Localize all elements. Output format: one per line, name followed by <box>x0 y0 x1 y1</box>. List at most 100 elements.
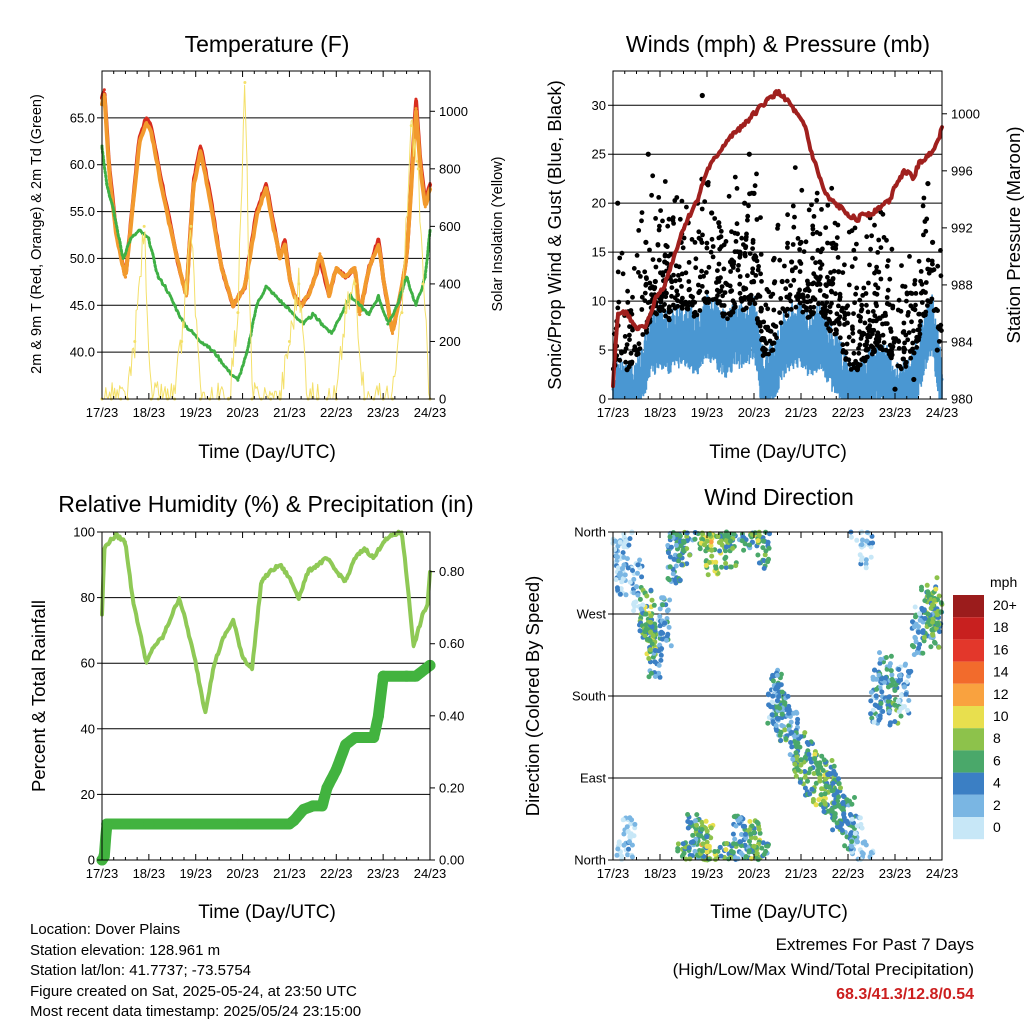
direction-point <box>677 533 683 539</box>
data-point <box>758 308 764 314</box>
data-point <box>107 167 111 171</box>
gust-point <box>917 323 923 329</box>
direction-point <box>842 843 848 849</box>
y2-tick-label: 0.80 <box>439 564 464 579</box>
gust-point <box>876 237 882 243</box>
direction-point <box>857 815 863 821</box>
direction-point <box>743 854 749 860</box>
gust-point <box>712 296 718 302</box>
gust-point <box>804 307 809 313</box>
y2-tick-label: 0 <box>439 392 446 407</box>
direction-point <box>631 608 637 614</box>
gust-point <box>938 273 944 279</box>
direction-point <box>840 800 846 805</box>
direction-point <box>785 693 791 699</box>
panel-temperature: Temperature (F) 2m & 9m T (Red, Orange) … <box>29 31 506 463</box>
gust-point <box>677 277 683 283</box>
gust-point <box>789 268 795 274</box>
direction-point <box>666 624 672 630</box>
gust-point <box>803 239 809 245</box>
data-point <box>649 338 653 342</box>
data-point <box>827 197 831 201</box>
gust-point <box>857 318 863 324</box>
data-point <box>630 387 634 391</box>
gust-point <box>715 293 720 298</box>
direction-point <box>868 698 874 704</box>
temperature-ylabel-left: 2m & 9m T (Red, Orange) & 2m Td (Green) <box>29 94 45 374</box>
direction-point <box>931 597 937 603</box>
gust-point <box>833 327 839 332</box>
data-point <box>170 612 174 616</box>
direction-point <box>768 704 774 710</box>
direction-point <box>680 841 686 847</box>
data-point <box>779 711 785 717</box>
direction-point <box>685 812 691 817</box>
direction-point <box>765 843 771 849</box>
data-point <box>846 387 850 391</box>
data-point <box>273 294 277 298</box>
gust-point <box>703 270 709 275</box>
gust-point <box>644 328 649 334</box>
gust-point <box>903 364 909 369</box>
series-gust <box>610 92 944 392</box>
direction-point <box>919 587 924 593</box>
data-point <box>789 259 795 265</box>
direction-point <box>841 811 847 817</box>
data-point <box>818 328 822 332</box>
gust-point <box>764 340 769 346</box>
direction-point <box>887 661 893 667</box>
data-point <box>259 579 263 583</box>
direction-point <box>854 537 860 543</box>
direction-point <box>807 756 813 762</box>
y2-tick-label: 992 <box>951 220 973 235</box>
data-point <box>412 645 416 649</box>
gust-point <box>820 246 825 252</box>
data-point <box>175 256 179 260</box>
gust-point <box>885 287 891 293</box>
gust-point <box>878 276 884 282</box>
gust-point <box>747 191 752 197</box>
gust-point <box>843 356 849 361</box>
gust-point <box>771 257 776 263</box>
gust-point <box>733 239 739 244</box>
direction-point <box>747 827 753 833</box>
gust-point <box>878 245 884 251</box>
gust-point <box>719 244 724 250</box>
data-point <box>339 313 343 317</box>
gust-point <box>817 288 823 293</box>
direction-point <box>770 719 776 725</box>
x-tick-label: 17/23 <box>86 405 119 420</box>
data-point <box>156 167 160 171</box>
gust-point <box>652 285 658 290</box>
direction-point <box>912 634 918 640</box>
data-point <box>709 547 715 553</box>
x-tick-label: 21/23 <box>273 866 306 881</box>
gust-point <box>872 222 877 228</box>
gust-point <box>854 241 859 247</box>
y-tick-label: 60 <box>81 656 95 671</box>
gust-point <box>735 267 741 273</box>
gust-point <box>745 217 750 223</box>
gust-point <box>715 268 720 273</box>
y-tick-label: 20 <box>81 787 95 802</box>
direction-point <box>747 542 753 548</box>
colorbar-swatch <box>953 617 984 640</box>
gust-point <box>862 320 868 326</box>
data-point <box>255 303 259 307</box>
data-point <box>864 347 870 353</box>
direction-point <box>830 827 836 833</box>
direction-point <box>813 802 819 808</box>
x-tick-label: 21/23 <box>785 405 818 420</box>
gust-point <box>756 320 762 326</box>
gust-point <box>868 246 873 252</box>
direction-point <box>816 764 822 770</box>
data-point <box>241 655 245 659</box>
direction-point <box>687 820 693 826</box>
direction-point <box>905 707 910 713</box>
direction-point <box>712 849 718 854</box>
colorbar-swatch <box>953 772 984 795</box>
y2-tick-label: 988 <box>951 277 973 292</box>
gust-point <box>935 263 941 269</box>
direction-point <box>743 831 748 837</box>
direction-point <box>930 619 935 625</box>
